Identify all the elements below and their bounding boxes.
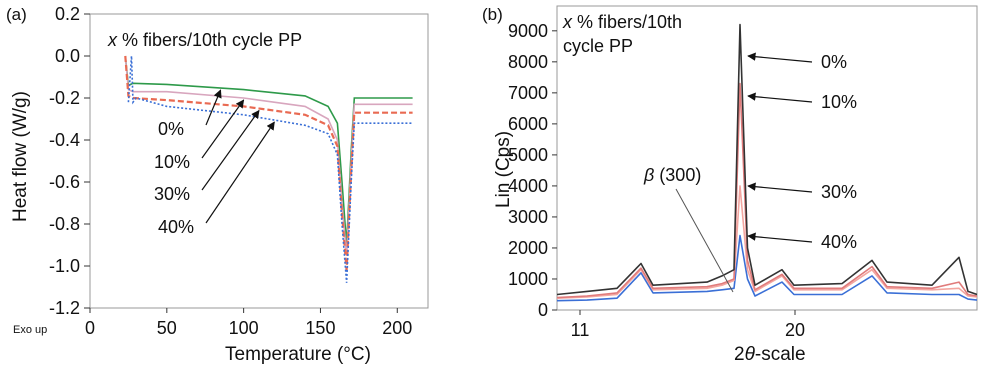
panel-a-annotation: x % fibers/10th cycle PP: [107, 30, 302, 50]
panel-b-series-line-40pct: [557, 234, 977, 302]
panel-a-x-axis: 0 50 100 150 200: [85, 308, 412, 338]
panel-b-x-tick-label: 11: [571, 320, 590, 340]
panel-b-label-arrow: [747, 52, 813, 63]
panel-b-y-tick-label: 1000: [508, 269, 548, 289]
panel-a-label-arrow: [201, 99, 245, 159]
panel-a-series-label: 40%: [158, 217, 194, 237]
panel-b-y-axis: 0 1000 2000 3000 4000 5000 6000 7000 8000 9000: [508, 21, 557, 320]
panel-b-label: (b): [482, 5, 503, 24]
panel-b-y-tick-label: 8000: [508, 52, 548, 72]
panel-a-y-tick-label: -0.6: [49, 172, 80, 192]
panel-b-series-label: 40%: [821, 232, 857, 252]
panel-a-x-tick-label: 0: [85, 318, 95, 338]
panel-b-label-arrow: [747, 182, 813, 193]
panel-a-x-tick-label: 50: [157, 318, 177, 338]
panel-a-y-tick-label: 0.0: [55, 46, 80, 66]
panel-b-series-line-10pct: [557, 82, 977, 299]
panel-a-y-tick-label: -1.2: [49, 298, 80, 318]
panel-a-y-axis-label: Heat flow (W/g): [10, 91, 31, 222]
panel-b-peak-label-text: (300): [654, 165, 701, 185]
panel-a-x-tick-label: 150: [305, 318, 335, 338]
panel-a-series-labels: 0% 10% 30% 40%: [154, 89, 275, 237]
panel-b-series-line-30pct: [557, 185, 977, 299]
panel-b-y-tick-label: 9000: [508, 21, 548, 41]
panel-b-y-tick-label: 4000: [508, 176, 548, 196]
panel-b-y-tick-label: 2000: [508, 238, 548, 258]
panel-b-label-arrow: [747, 232, 813, 243]
panel-a-x-axis-label: Temperature (°C): [225, 344, 371, 365]
panel-b-y-tick-label: 3000: [508, 207, 548, 227]
panel-b-y-tick-label: 0: [538, 300, 548, 320]
panel-b-label-arrow: [747, 92, 813, 103]
panel-a-annotation-text: % fibers/10th cycle PP: [117, 30, 302, 50]
panel-b-series-line-0pct: [557, 23, 977, 296]
panel-b-y-tick-label: 7000: [508, 83, 548, 103]
panel-b-y-axis-label: Lin (Cps): [493, 131, 514, 208]
panel-a-label-arrow: [205, 121, 275, 224]
panel-a-series-label: 0%: [158, 119, 184, 139]
panel-a-label-arrow: [201, 109, 260, 191]
panel-b-series-label: 10%: [821, 92, 857, 112]
panel-b-annotation-line2: cycle PP: [563, 36, 633, 56]
panel-a-exo-label: Exo up: [13, 324, 47, 336]
panel-b-series-labels: 0% 10% 30% 40%: [747, 52, 857, 252]
panel-a-y-axis: 0.2 0.0 -0.2 -0.4 -0.6 -0.8 -1.0 -1.2: [49, 4, 90, 318]
panel-a-series-label: 10%: [154, 152, 190, 172]
panel-b-x-axis-label-rest: -scale: [755, 344, 806, 365]
panel-b-peak-pointer: [675, 188, 734, 293]
panel-b-series-label: 30%: [821, 182, 857, 202]
panel-a-y-tick-label: -1.0: [49, 256, 80, 276]
panel-a-plot-frame: [89, 13, 429, 309]
panel-a-y-tick-label: -0.2: [49, 88, 80, 108]
panel-a-series-line-40pct: [127, 55, 413, 283]
panel-a-y-tick-label: -0.4: [49, 130, 80, 150]
panel-b-series-label: 0%: [821, 52, 847, 72]
panel-a-label-arrow: [205, 89, 222, 126]
panel-b-peak-label: β (300): [643, 165, 701, 185]
panel-b-plot-frame: [556, 5, 978, 311]
panel-b-annotation-line1-text: % fibers/10th: [572, 12, 682, 32]
panel-b-x-axis-label: 2θ-scale: [734, 344, 806, 365]
panel-a-label: (a): [6, 5, 27, 24]
panel-a-x-tick-label: 100: [229, 318, 259, 338]
panel-a-series: [124, 55, 413, 283]
panel-a-series-label: 30%: [154, 184, 190, 204]
panel-a-x-tick-label: 200: [382, 318, 412, 338]
panel-a-y-tick-label: 0.2: [55, 4, 80, 24]
panel-a-y-tick-label: -0.8: [49, 214, 80, 234]
panel-b-x-axis: 11 20: [571, 310, 805, 340]
panel-b-annotation-line1: x % fibers/10th: [562, 12, 682, 32]
panel-b-series: [557, 23, 977, 302]
panel-b-y-tick-label: 6000: [508, 114, 548, 134]
panel-b-y-tick-label: 5000: [508, 145, 548, 165]
panel-b-x-tick-label: 20: [785, 320, 805, 340]
